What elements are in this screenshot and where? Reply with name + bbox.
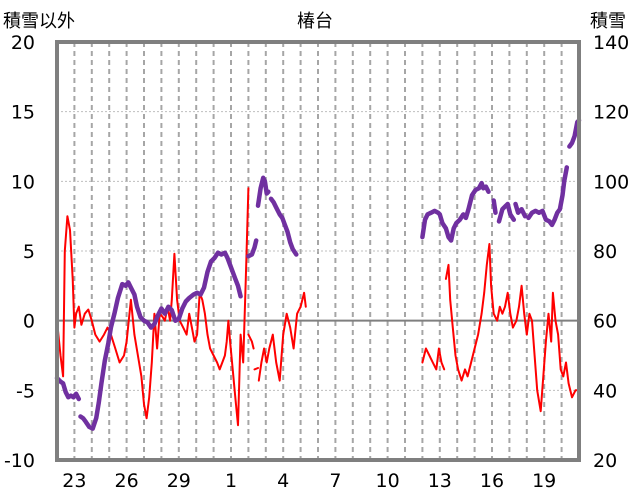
series-line-other [421, 347, 446, 371]
left-tick-label: 0 [23, 311, 35, 333]
x-tick-label: 29 [167, 470, 191, 492]
x-tick-label: 13 [428, 470, 452, 492]
right-tick-label: 60 [593, 311, 617, 333]
right-axis-title: 積雪 [590, 11, 626, 32]
series-line-other [257, 291, 307, 382]
x-tick-label: 23 [62, 470, 86, 492]
left-tick-label: -5 [16, 380, 35, 402]
chart-title: 椿台 [297, 11, 333, 32]
series-line-other [56, 187, 250, 427]
right-tick-label: 20 [593, 450, 617, 472]
series-line-snow [513, 201, 528, 219]
series-line-snow [526, 165, 570, 228]
plot-frame [55, 40, 581, 462]
series-line-snow [255, 175, 271, 208]
x-tick-label: 26 [115, 470, 139, 492]
left-tick-label: 20 [11, 32, 35, 54]
left-tick-label: 10 [11, 171, 35, 193]
left-tick-label: -10 [4, 450, 35, 472]
series-line-snow [420, 180, 491, 243]
left-tick-label: 5 [23, 241, 35, 263]
series-line-snow [54, 375, 82, 402]
right-tick-label: 140 [593, 32, 629, 54]
series-line-snow [268, 196, 299, 257]
x-tick-label: 4 [277, 470, 289, 492]
x-tick-label: 10 [376, 470, 400, 492]
series-line-snow [78, 250, 243, 431]
left-tick-label: 15 [11, 102, 35, 124]
right-tick-label: 100 [593, 171, 629, 193]
right-tick-label: 120 [593, 102, 629, 124]
series-line-snow [496, 201, 517, 224]
series-line-snow [491, 198, 498, 215]
left-axis-title: 積雪以外 [3, 11, 75, 32]
series-line-other [444, 243, 580, 413]
series-line-snow [246, 238, 259, 259]
x-tick-label: 1 [225, 470, 237, 492]
series-line-other [247, 333, 255, 350]
x-tick-label: 7 [329, 470, 341, 492]
right-tick-label: 80 [593, 241, 617, 263]
x-tick-label: 16 [480, 470, 504, 492]
x-tick-label: 19 [532, 470, 556, 492]
series-line-other [253, 367, 259, 371]
right-tick-label: 40 [593, 380, 617, 402]
